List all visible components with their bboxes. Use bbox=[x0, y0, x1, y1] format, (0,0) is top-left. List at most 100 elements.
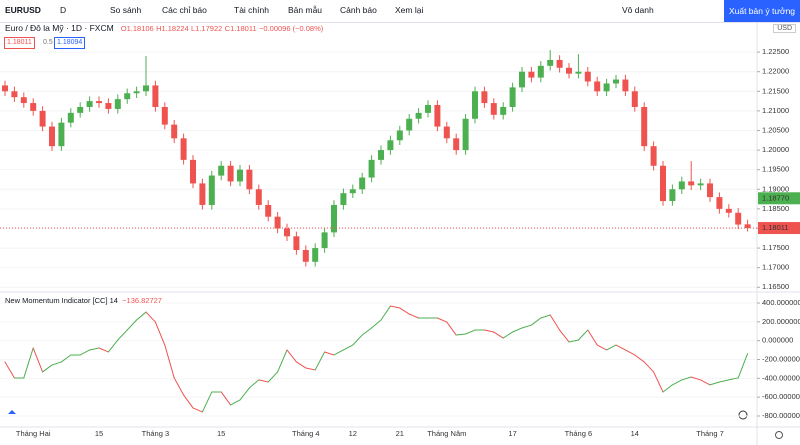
price-legend: Euro / Đô la Mỹ · 1D · FXCM O1.18106 H1.… bbox=[5, 23, 324, 33]
candle-body bbox=[67, 112, 74, 123]
candle-body bbox=[425, 105, 431, 113]
toolbar: EURUSD D So sánh Các chỉ báo Tài chính B… bbox=[0, 0, 800, 23]
y-tick-label: 1.21000 bbox=[762, 106, 789, 115]
candle-body bbox=[547, 59, 554, 66]
toolbar-button[interactable]: Bản mẫu bbox=[288, 5, 323, 15]
y-tick-label: 1.21500 bbox=[762, 86, 789, 95]
candle-body bbox=[519, 71, 525, 88]
candle-body bbox=[77, 106, 84, 113]
indicator-segment bbox=[4, 361, 15, 379]
candle-body bbox=[152, 85, 159, 107]
candle-body bbox=[96, 101, 102, 104]
indicator-segment bbox=[173, 377, 185, 396]
toolbar-button[interactable]: Cảnh báo bbox=[340, 5, 377, 15]
indicator-segment bbox=[568, 339, 579, 343]
indicator-segment bbox=[136, 311, 147, 321]
indicator-segment bbox=[634, 354, 645, 363]
currency[interactable]: USD bbox=[773, 24, 796, 33]
indicator-segment bbox=[380, 305, 391, 321]
symbol[interactable]: EURUSD bbox=[5, 5, 41, 15]
candle-body bbox=[11, 91, 18, 98]
indicator-value: −136.82727 bbox=[122, 296, 162, 305]
x-tick-label: 17 bbox=[508, 429, 516, 438]
symbol-name: Euro / Đô la Mỹ bbox=[5, 23, 64, 33]
price-tag bbox=[758, 192, 800, 205]
ask-box[interactable]: 1.18094 bbox=[54, 37, 86, 49]
candle-body bbox=[594, 81, 601, 92]
x-tick-label: Tháng 4 bbox=[292, 429, 320, 438]
candle-body bbox=[641, 106, 648, 147]
y-tick-label: 1.22500 bbox=[762, 47, 789, 56]
candle-body bbox=[537, 65, 544, 78]
indicator-segment bbox=[596, 344, 608, 351]
y-tick-label: 400.000000 bbox=[762, 298, 800, 307]
toolbar-button[interactable]: Các chỉ báo bbox=[162, 5, 207, 15]
y-tick-label: 200.000000 bbox=[762, 317, 800, 326]
indicator-segment bbox=[718, 379, 730, 383]
toolbar-button[interactable]: Tài chính bbox=[234, 5, 269, 15]
interval[interactable]: D bbox=[60, 5, 67, 15]
indicator-segment bbox=[521, 324, 532, 329]
price-tag-label: 1.18011 bbox=[762, 223, 789, 232]
candle-body bbox=[58, 122, 65, 147]
indicator-segment bbox=[709, 381, 720, 386]
y-tick-label: -800.000000 bbox=[762, 411, 800, 420]
indicator-segment bbox=[728, 377, 739, 381]
candle-body bbox=[368, 159, 375, 178]
exchange: FXCM bbox=[89, 23, 114, 33]
indicator-segment bbox=[126, 319, 138, 331]
indicator-segment bbox=[455, 333, 467, 336]
candle-body bbox=[509, 87, 516, 107]
indicator-segment bbox=[220, 391, 232, 406]
y-tick-label: -600.000000 bbox=[762, 392, 800, 401]
candle-body bbox=[49, 126, 55, 147]
candle-body bbox=[660, 165, 666, 202]
indicator-segment bbox=[89, 347, 100, 351]
indicator-segment bbox=[183, 394, 194, 409]
publish-button[interactable]: Xuất bản ý tưởng bbox=[724, 0, 800, 22]
y-tick-label: -200.000000 bbox=[762, 354, 800, 363]
indicator-segment bbox=[333, 349, 344, 356]
indicator-segment bbox=[98, 347, 109, 353]
y-tick-label: 1.19000 bbox=[762, 184, 789, 193]
indicator-segment bbox=[446, 321, 457, 336]
x-tick-label: Tháng 7 bbox=[696, 429, 724, 438]
ohlc-open: O1.18106 bbox=[120, 24, 154, 33]
scroll-icon[interactable] bbox=[738, 410, 748, 420]
indicator-segment bbox=[192, 407, 203, 413]
candle-body bbox=[2, 85, 8, 92]
candle-body bbox=[331, 204, 337, 233]
toolbar-button[interactable]: Xem lại bbox=[395, 5, 424, 15]
indicator-segment bbox=[577, 329, 589, 341]
account[interactable]: Vô danh bbox=[622, 5, 654, 15]
ohlc-low: L1.17922 bbox=[191, 24, 223, 33]
candle-body bbox=[500, 106, 507, 115]
candle-body bbox=[669, 189, 676, 202]
candle-body bbox=[396, 130, 403, 141]
indicator-title: New Momentum Indicator [CC] 14 bbox=[5, 296, 118, 305]
candle-body bbox=[528, 71, 535, 78]
bid-box[interactable]: 1.18011 bbox=[4, 37, 35, 49]
indicator-segment bbox=[342, 344, 354, 351]
candle-body bbox=[190, 159, 196, 184]
indicator-segment bbox=[737, 353, 749, 379]
indicator-segment bbox=[615, 344, 626, 351]
settings-icon[interactable] bbox=[775, 431, 783, 439]
candle-body bbox=[434, 105, 441, 127]
indicator-segment bbox=[305, 367, 316, 371]
indicator-segment bbox=[587, 329, 598, 346]
candle-body bbox=[613, 79, 619, 84]
y-tick-label: 1.18500 bbox=[762, 204, 789, 213]
candle-body bbox=[387, 140, 394, 151]
x-tick-label: 21 bbox=[396, 429, 404, 438]
candle-body bbox=[293, 236, 300, 251]
candle-body bbox=[284, 228, 290, 237]
y-tick-label: 0.000000 bbox=[762, 336, 793, 345]
indicator-segment bbox=[408, 313, 420, 319]
indicator-segment bbox=[51, 361, 62, 366]
toolbar-button[interactable]: So sánh bbox=[110, 5, 142, 15]
indicator-segment bbox=[201, 391, 213, 413]
indicator-legend: New Momentum Indicator [CC] 14 −136.8272… bbox=[5, 296, 162, 305]
candle-body bbox=[462, 118, 469, 151]
price-tag bbox=[758, 222, 800, 235]
